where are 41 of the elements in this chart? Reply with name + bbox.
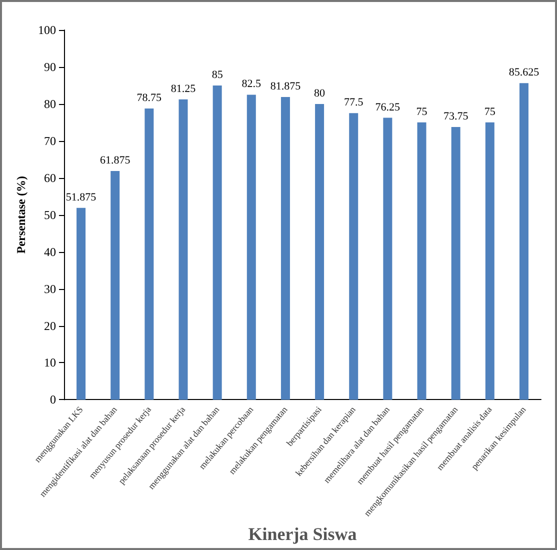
data-label: 75 — [416, 106, 428, 118]
y-tick-label: 90 — [44, 60, 56, 74]
bar — [110, 170, 120, 400]
y-tick-label: 10 — [44, 356, 56, 370]
y-tick-label: 60 — [44, 170, 56, 185]
data-label: 81.25 — [170, 82, 196, 95]
bar — [144, 108, 154, 400]
x-axis-title: Kinerja Siswa — [248, 524, 357, 544]
bar — [417, 122, 426, 400]
y-tick-label: 100 — [38, 23, 56, 37]
data-label: 78.75 — [136, 92, 162, 104]
data-label: 80 — [314, 87, 326, 100]
y-tick-label: 20 — [44, 318, 56, 333]
data-label: 82.5 — [242, 78, 262, 90]
data-label: 75 — [484, 106, 496, 118]
bar — [383, 118, 392, 400]
y-tick-label: 70 — [44, 134, 56, 148]
y-tick-label: 0 — [50, 392, 56, 407]
y-axis-title: Persentase (%) — [14, 176, 28, 254]
bar — [519, 83, 528, 400]
bar — [212, 85, 222, 400]
y-tick-label: 30 — [44, 282, 56, 296]
bar — [246, 94, 256, 400]
bar — [451, 127, 460, 400]
data-label: 81.875 — [270, 80, 302, 93]
bar — [315, 104, 324, 400]
bar — [178, 99, 188, 400]
bar — [349, 113, 358, 400]
bar — [485, 122, 494, 400]
data-label: 76.25 — [375, 101, 401, 114]
data-label: 85.625 — [508, 66, 540, 79]
data-label: 51.875 — [66, 191, 97, 204]
data-label: 85 — [212, 68, 224, 81]
y-tick-label: 80 — [44, 96, 56, 111]
data-label: 73.75 — [443, 110, 469, 123]
bar — [76, 208, 86, 400]
y-tick-label: 50 — [44, 208, 56, 222]
bar — [280, 97, 290, 400]
y-tick-label: 40 — [44, 244, 56, 259]
data-label: 61.875 — [100, 154, 131, 166]
data-label: 77.5 — [344, 96, 364, 109]
